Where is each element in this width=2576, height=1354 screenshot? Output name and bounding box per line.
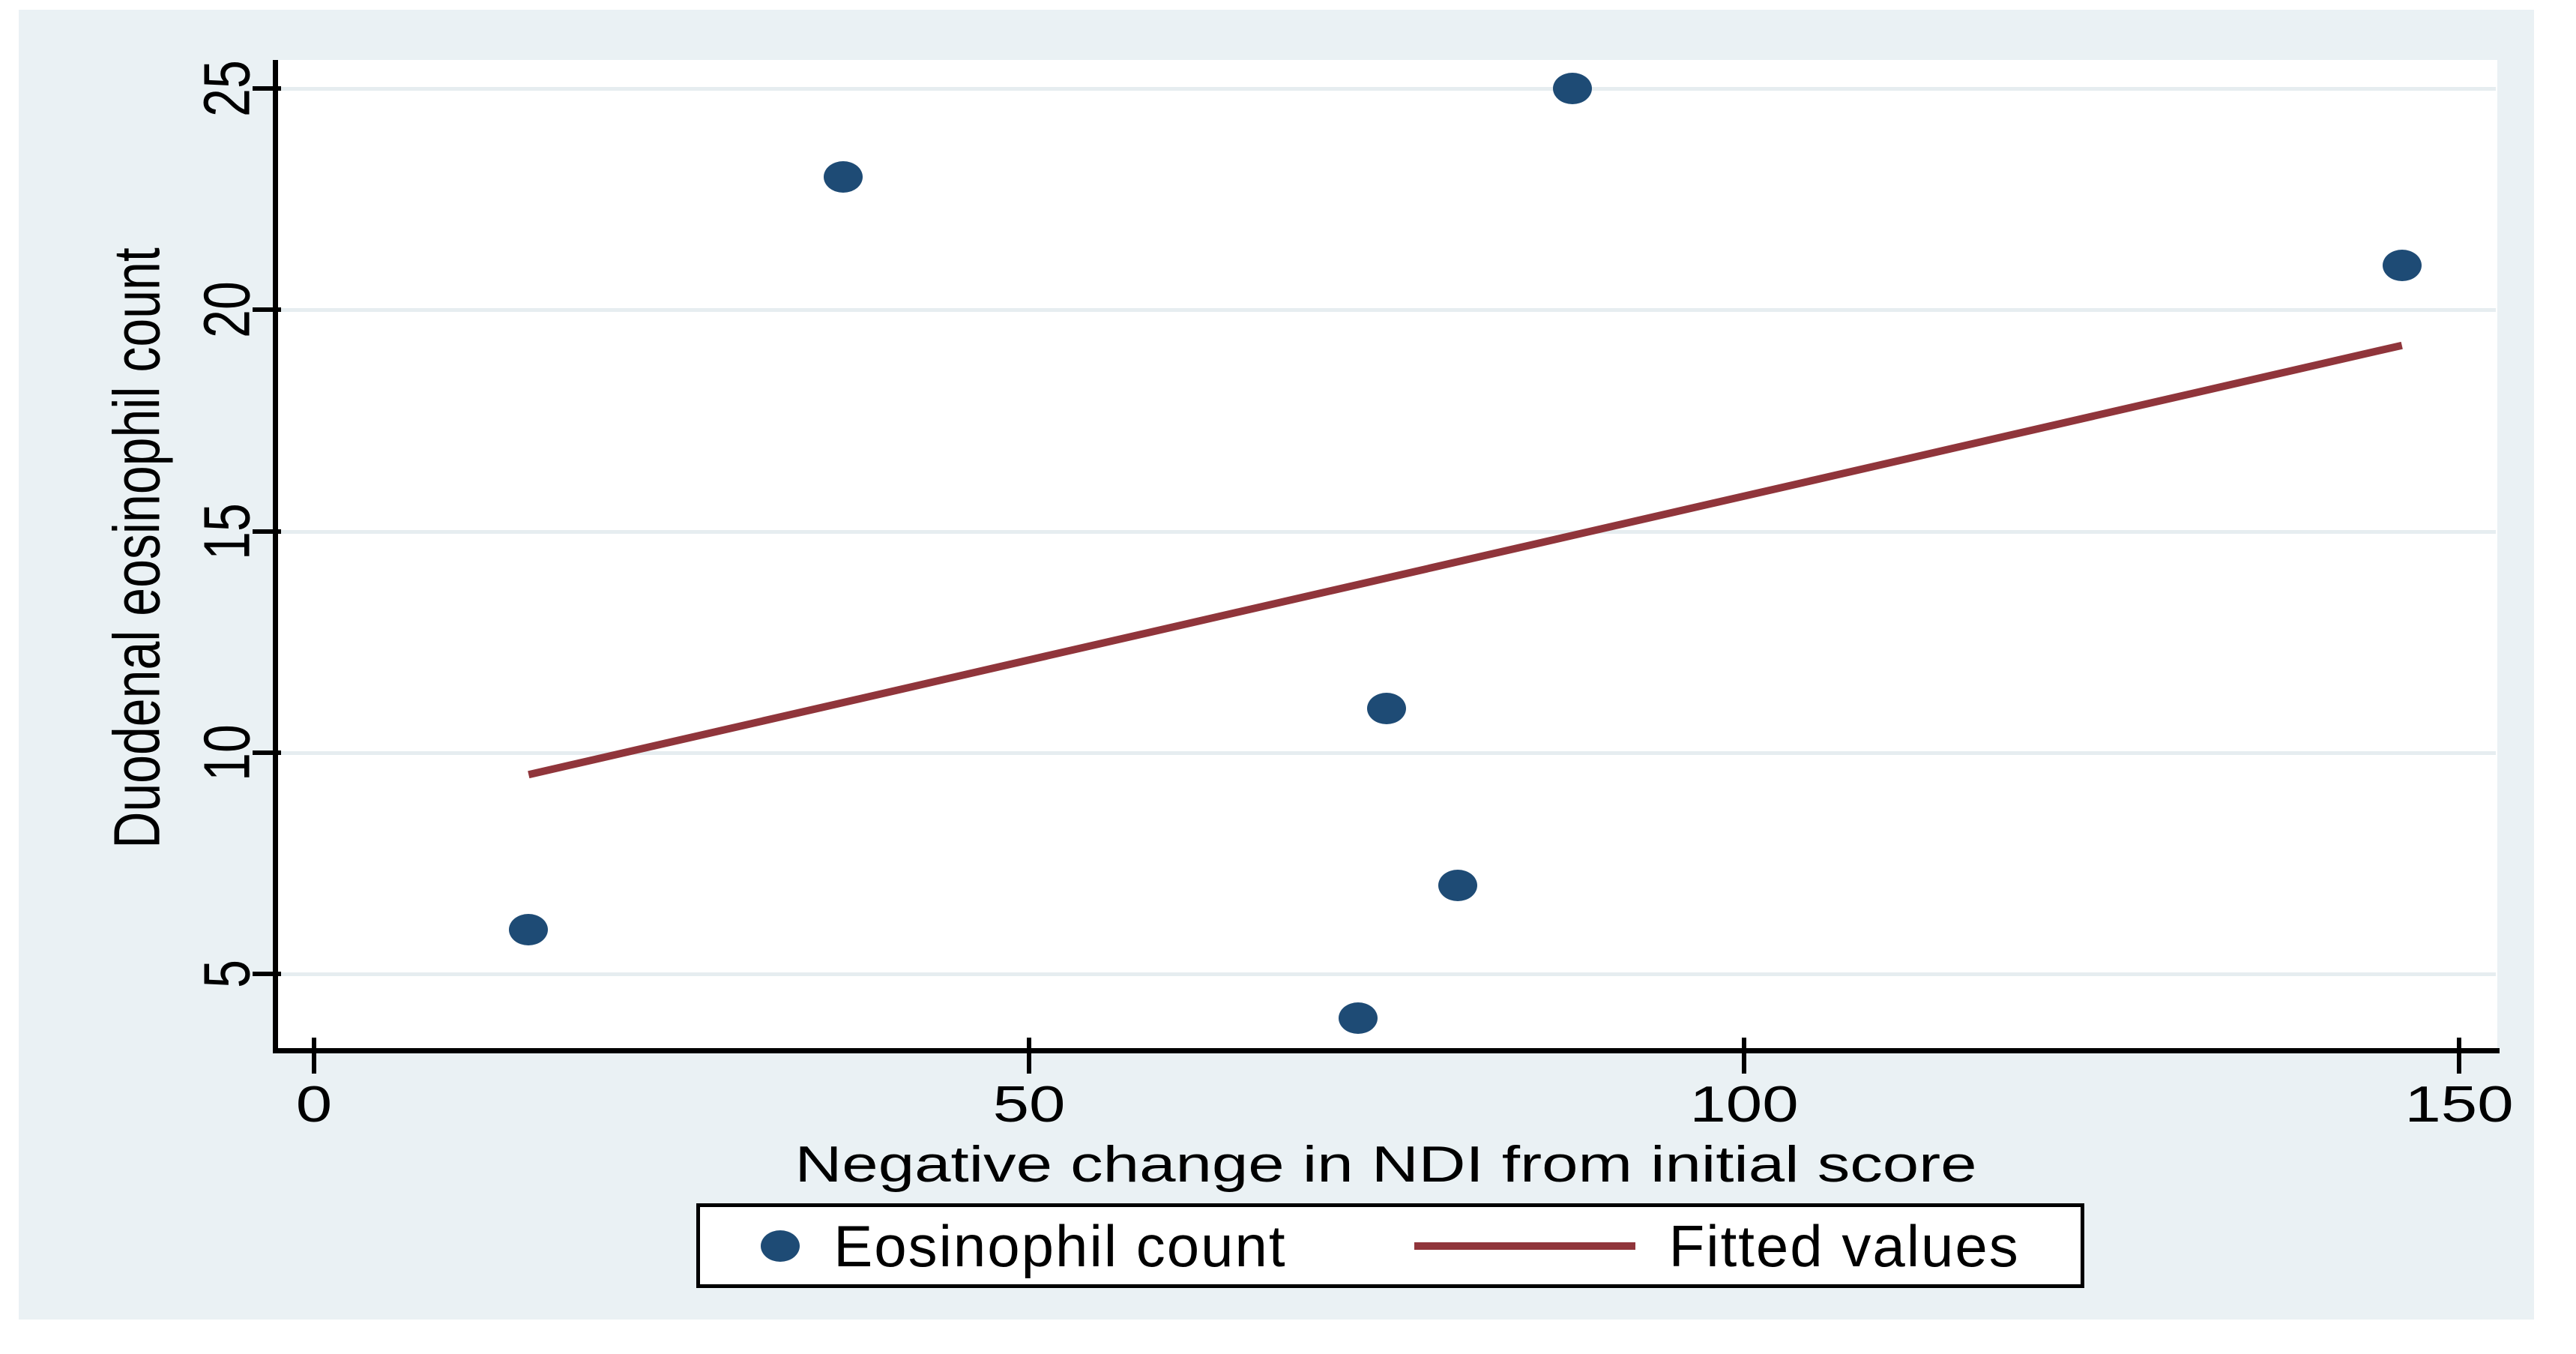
x-tick xyxy=(1742,1038,1747,1074)
graph-region: Duodenal eosinophil count Negative chang… xyxy=(19,10,2534,1320)
y-tick xyxy=(253,971,281,976)
x-axis-title: Negative change in NDI from initial scor… xyxy=(794,1136,1977,1193)
scatter-point xyxy=(1338,1002,1378,1034)
legend-label: Fitted values xyxy=(1668,1212,2020,1279)
scatter-point xyxy=(2382,250,2422,282)
x-axis-line xyxy=(273,1048,2500,1053)
y-tick-label: 25 xyxy=(190,60,264,118)
y-tick xyxy=(253,307,281,313)
legend-label: Eosinophil count xyxy=(833,1212,1287,1279)
y-tick-label: 10 xyxy=(190,723,264,781)
x-tick-label: 50 xyxy=(992,1076,1066,1133)
scatter-point xyxy=(824,161,863,193)
y-axis-title: Duodenal eosinophil count xyxy=(100,247,174,849)
y-tick-label: 15 xyxy=(190,502,264,560)
scatter-point xyxy=(1438,869,1478,901)
x-tick-label: 150 xyxy=(2404,1076,2514,1133)
x-tick xyxy=(2457,1038,2462,1074)
line-marker-icon xyxy=(1414,1242,1635,1250)
scatter-point xyxy=(1553,73,1593,105)
legend-item-fitted-values: Fitted values xyxy=(1414,1217,2020,1275)
y-tick-label: 5 xyxy=(190,959,264,988)
y-gridline xyxy=(277,529,2496,534)
legend-item-eosinophil-count: Eosinophil count xyxy=(761,1217,1286,1275)
y-tick xyxy=(253,750,281,755)
y-axis-line xyxy=(273,60,278,1053)
y-tick-label: 20 xyxy=(190,281,264,339)
y-tick xyxy=(253,86,281,91)
fitted-line xyxy=(528,341,2403,779)
x-tick-label: 100 xyxy=(1689,1076,1799,1133)
y-gridline xyxy=(277,750,2496,755)
scatter-marker-icon xyxy=(761,1230,800,1262)
x-tick-label: 0 xyxy=(295,1076,333,1133)
x-tick xyxy=(1027,1038,1032,1074)
y-tick xyxy=(253,529,281,534)
x-tick xyxy=(312,1038,317,1074)
scatter-point xyxy=(509,913,549,945)
y-gridline xyxy=(277,87,2496,91)
plot-area xyxy=(275,60,2497,1048)
y-gridline xyxy=(277,308,2496,313)
legend: Eosinophil count Fitted values xyxy=(696,1203,2084,1288)
scatter-point xyxy=(1367,692,1407,724)
y-gridline xyxy=(277,972,2496,976)
